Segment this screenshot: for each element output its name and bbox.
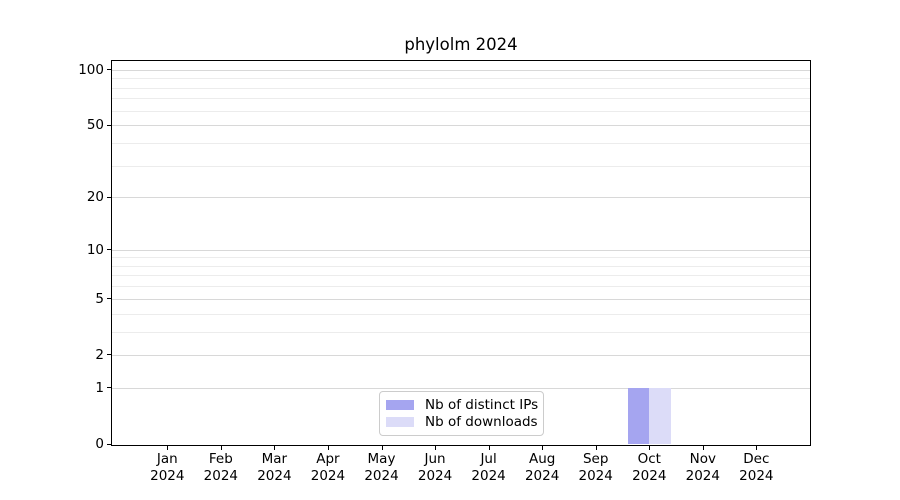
x-tick-label: Aug 2024 [524,451,560,484]
y-tick [107,69,112,71]
x-tick [649,445,651,450]
gridline-major [112,249,810,251]
gridline-minor [112,78,810,80]
y-tick [107,196,112,198]
legend-row: Nb of distinct IPs [386,397,538,413]
gridline-major [112,69,810,71]
x-tick-label: Nov 2024 [685,451,720,484]
x-tick-label: Oct 2024 [632,451,667,484]
bar-distinct-ips [627,387,650,444]
x-tick-label: Apr 2024 [310,451,346,484]
y-tick [107,249,112,251]
y-tick [107,387,112,389]
x-tick [756,445,758,450]
x-tick [381,445,383,450]
y-tick-label: 100 [78,61,104,78]
x-tick [167,445,169,450]
y-tick-label: 5 [95,290,104,307]
x-tick [220,445,222,450]
gridline-minor [112,110,810,112]
gridline-major [112,197,810,199]
gridline-minor [112,331,810,333]
x-tick-label: Jan 2024 [150,451,185,484]
y-tick-label: 0 [95,436,104,452]
y-tick-label: 2 [95,346,104,363]
y-tick-label: 1 [95,379,104,396]
x-tick-label: Feb 2024 [203,451,239,484]
chart-title: phylolm 2024 [404,35,518,54]
gridline-major [112,125,810,127]
gridline-minor [112,265,810,267]
x-tick [595,445,597,450]
x-tick-label: Dec 2024 [739,451,774,484]
legend-label: Nb of distinct IPs [425,397,539,413]
y-tick-label: 10 [86,241,104,258]
bar-downloads [649,387,671,444]
x-tick [542,445,544,450]
x-tick-label: Mar 2024 [257,451,292,484]
x-tick-label: Jul 2024 [471,451,506,484]
legend: Nb of distinct IPs Nb of downloads [379,391,544,436]
x-tick-label: May 2024 [364,451,399,484]
y-tick [107,124,112,126]
x-tick [274,445,276,450]
y-tick-label: 50 [86,117,104,134]
x-tick [488,445,490,450]
gridline-major [112,298,810,300]
legend-swatch [386,400,414,410]
y-tick-label: 20 [86,189,104,206]
x-tick [702,445,704,450]
legend-row: Nb of downloads [386,414,538,430]
x-tick-label: Jun 2024 [417,451,453,484]
legend-label: Nb of downloads [425,414,538,430]
legend-swatch [386,417,414,427]
gridline-minor [112,275,810,277]
gridline-minor [112,87,810,89]
y-tick [107,443,112,445]
gridline-major [112,354,810,356]
y-tick [107,354,112,356]
gridline-minor [112,257,810,259]
gridline-minor [112,286,810,288]
x-tick [327,445,329,450]
gridline-major [112,387,810,389]
gridline-minor [112,142,810,144]
x-tick-label: Sep 2024 [578,451,613,484]
x-tick [435,445,437,450]
gridline-minor [112,98,810,100]
gridline-minor [112,165,810,167]
y-tick [107,298,112,300]
gridline-minor [112,313,810,315]
